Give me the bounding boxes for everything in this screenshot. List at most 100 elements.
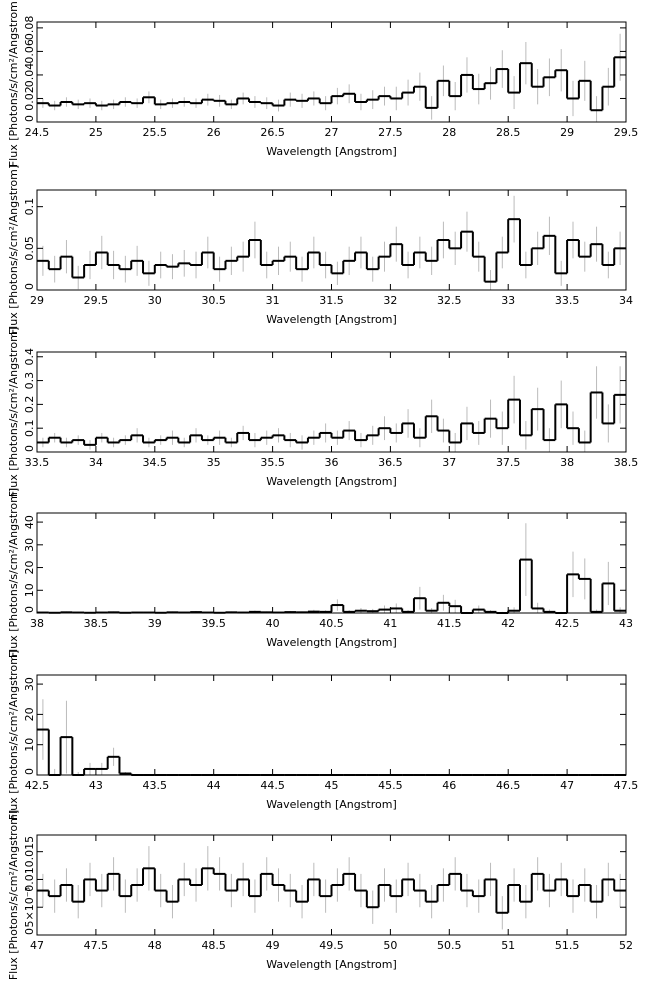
x-tick-label: 31 xyxy=(266,294,280,307)
x-tick-label: 27 xyxy=(325,126,339,139)
x-tick-label: 25.5 xyxy=(143,126,168,139)
x-tick-label: 35.5 xyxy=(260,456,285,469)
y-tick-label: 0 xyxy=(23,768,36,775)
x-tick-label: 43 xyxy=(89,779,103,792)
y-axis-label: Flux [Photons/s/cm²/Angstrom] xyxy=(7,650,20,820)
plot-frame xyxy=(36,512,627,614)
x-tick-label: 42 xyxy=(501,617,515,630)
x-tick-label: 26.5 xyxy=(260,126,285,139)
x-tick-label: 46 xyxy=(442,779,456,792)
y-tick-label: 0.4 xyxy=(23,348,36,366)
plot-frame xyxy=(36,674,627,776)
y-tick-label: 0.015 xyxy=(23,836,36,868)
y-tick-label: 10 xyxy=(23,738,36,752)
x-tick-label: 27.5 xyxy=(378,126,403,139)
y-axis-label: Flux [Photons/s/cm²/Angstrom] xyxy=(7,327,20,497)
x-tick-label: 37 xyxy=(442,456,456,469)
y-tick-label: 0.06 xyxy=(23,39,36,64)
x-tick-label: 45 xyxy=(325,779,339,792)
x-tick-label: 43 xyxy=(619,617,633,630)
y-tick-label: 40 xyxy=(23,515,36,529)
x-tick-label: 50.5 xyxy=(437,939,462,952)
x-axis-label: Wavelength [Angstrom] xyxy=(266,145,397,158)
x-tick-label: 30 xyxy=(148,294,162,307)
x-tick-label: 29.5 xyxy=(84,294,109,307)
x-tick-label: 34 xyxy=(89,456,103,469)
y-axis-label: Flux [Photons/s/cm²/Angstrom] xyxy=(7,488,20,658)
x-tick-label: 29.5 xyxy=(614,126,639,139)
x-tick-label: 33 xyxy=(501,294,515,307)
x-tick-label: 45.5 xyxy=(378,779,403,792)
x-tick-label: 47.5 xyxy=(84,939,109,952)
x-tick-label: 40 xyxy=(266,617,280,630)
x-axis-label: Wavelength [Angstrom] xyxy=(266,636,397,649)
x-tick-label: 44 xyxy=(207,779,221,792)
x-tick-label: 39 xyxy=(148,617,162,630)
x-tick-label: 38.5 xyxy=(84,617,109,630)
y-tick-label: 0 xyxy=(23,283,36,290)
y-tick-label: 0.3 xyxy=(23,372,36,390)
x-tick-label: 40.5 xyxy=(319,617,344,630)
x-tick-label: 42.5 xyxy=(555,617,580,630)
x-tick-label: 49.5 xyxy=(319,939,344,952)
y-tick-label: 0.1 xyxy=(23,419,36,437)
y-tick-label: 0.08 xyxy=(23,16,36,41)
x-tick-label: 51 xyxy=(501,939,515,952)
x-tick-label: 51.5 xyxy=(555,939,580,952)
y-tick-label: 10 xyxy=(23,583,36,597)
x-tick-label: 34 xyxy=(619,294,633,307)
x-tick-label: 48.5 xyxy=(201,939,226,952)
x-tick-label: 34.5 xyxy=(143,456,168,469)
x-axis-label: Wavelength [Angstrom] xyxy=(266,798,397,811)
x-tick-label: 44.5 xyxy=(260,779,285,792)
x-tick-label: 41.5 xyxy=(437,617,462,630)
x-tick-label: 46.5 xyxy=(496,779,521,792)
y-tick-label: 0 xyxy=(23,445,36,452)
x-tick-label: 52 xyxy=(619,939,633,952)
y-tick-label: 5×10⁻³ xyxy=(23,887,36,927)
x-tick-label: 38 xyxy=(30,617,44,630)
y-tick-label: 0 xyxy=(23,115,36,122)
y-tick-label: 0.04 xyxy=(23,63,36,88)
x-tick-label: 47 xyxy=(30,939,44,952)
x-tick-label: 47.5 xyxy=(614,779,639,792)
x-tick-label: 49 xyxy=(266,939,280,952)
x-tick-label: 28.5 xyxy=(496,126,521,139)
y-tick-label: 30 xyxy=(23,677,36,691)
y-tick-label: 0.2 xyxy=(23,396,36,414)
x-tick-label: 36 xyxy=(325,456,339,469)
x-tick-label: 32 xyxy=(383,294,397,307)
y-axis-label: Flux [Photons/s/cm²/Angstrom] xyxy=(7,810,20,980)
x-tick-label: 33.5 xyxy=(555,294,580,307)
x-tick-label: 36.5 xyxy=(378,456,403,469)
x-tick-label: 35 xyxy=(207,456,221,469)
y-axis-label: Flux [Photons/s/cm²/Angstrom] xyxy=(7,165,20,335)
x-tick-label: 48 xyxy=(148,939,162,952)
x-tick-label: 38 xyxy=(560,456,574,469)
y-tick-label: 20 xyxy=(23,561,36,575)
x-tick-label: 38.5 xyxy=(614,456,639,469)
x-tick-label: 32.5 xyxy=(437,294,462,307)
y-tick-label: 0 xyxy=(23,606,36,613)
x-tick-label: 30.5 xyxy=(201,294,226,307)
x-axis-label: Wavelength [Angstrom] xyxy=(266,958,397,971)
y-tick-label: 0.1 xyxy=(23,198,36,216)
y-tick-label: 0.01 xyxy=(23,867,36,892)
x-tick-label: 47 xyxy=(560,779,574,792)
x-tick-label: 25 xyxy=(89,126,103,139)
x-tick-label: 37.5 xyxy=(496,456,521,469)
x-axis-label: Wavelength [Angstrom] xyxy=(266,313,397,326)
x-tick-label: 29 xyxy=(30,294,44,307)
x-tick-label: 29 xyxy=(560,126,574,139)
y-tick-label: 0.05 xyxy=(23,236,36,260)
x-tick-label: 31.5 xyxy=(319,294,344,307)
y-tick-label: 0 xyxy=(23,928,36,935)
x-tick-label: 50 xyxy=(383,939,397,952)
x-tick-label: 26 xyxy=(207,126,221,139)
x-tick-label: 43.5 xyxy=(143,779,168,792)
y-tick-label: 20 xyxy=(23,707,36,721)
y-axis-label: Flux [Photons/s/cm²/Angstrom] xyxy=(7,0,20,167)
x-tick-label: 41 xyxy=(383,617,397,630)
x-tick-label: 24.5 xyxy=(25,126,50,139)
